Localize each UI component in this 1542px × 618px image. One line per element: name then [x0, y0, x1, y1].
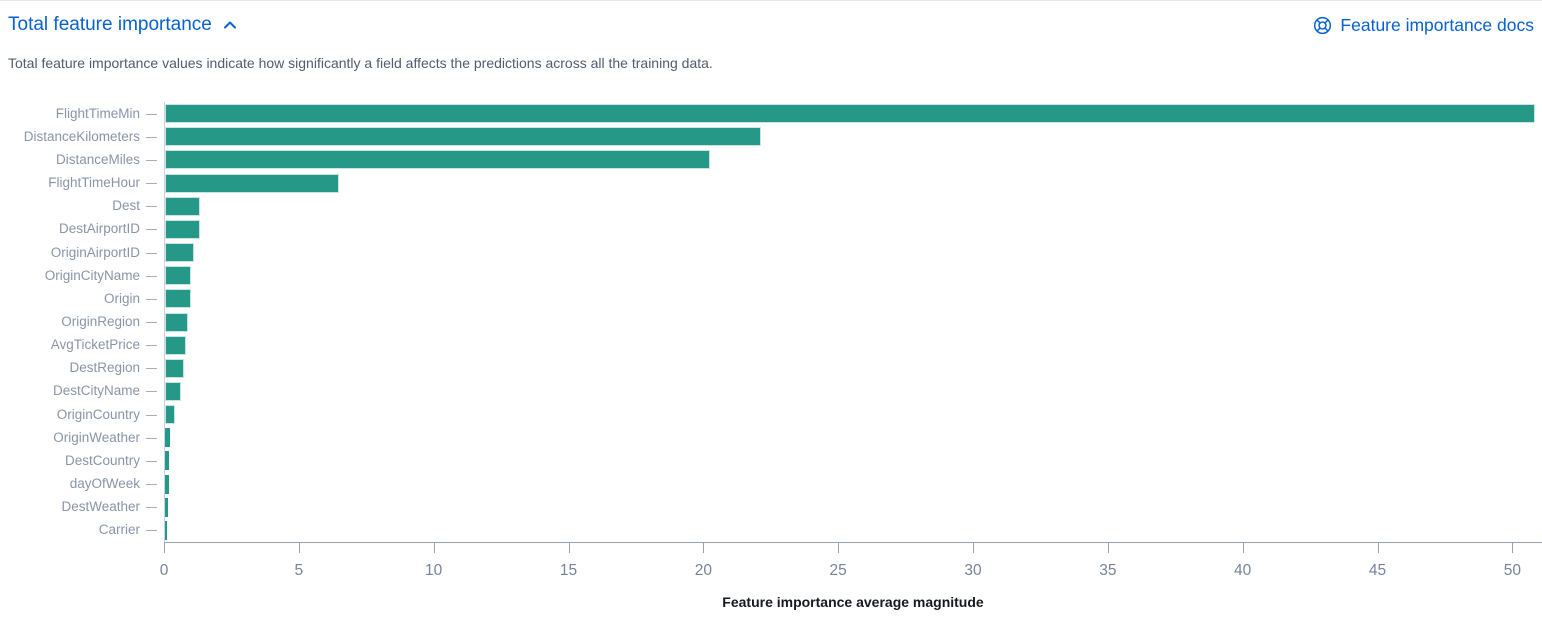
bar-DestAirportID	[165, 219, 200, 239]
y-axis-tick	[146, 437, 157, 439]
x-axis-tick	[568, 543, 570, 553]
bar-DistanceKilometers	[165, 127, 761, 147]
feature-importance-docs-link[interactable]: Feature importance docs	[1313, 15, 1534, 36]
y-axis-tick	[146, 275, 157, 277]
section-title: Total feature importance	[8, 14, 212, 35]
y-axis-tick	[146, 298, 157, 300]
x-axis-tick	[1377, 543, 1379, 553]
bar-Dest	[165, 196, 201, 216]
bar-AvgTicketPrice	[165, 335, 187, 355]
bar-FlightTimeMin	[165, 104, 1535, 124]
x-axis-tick	[298, 543, 300, 553]
x-axis-tick-label-50: 50	[1503, 562, 1521, 579]
bar-DestCountry	[165, 451, 170, 471]
y-axis-tick	[146, 368, 157, 370]
y-axis-label-DestRegion: DestRegion	[69, 360, 140, 376]
y-axis-tick	[146, 391, 157, 393]
y-axis-tick	[146, 414, 157, 416]
x-axis-tick-label-45: 45	[1368, 562, 1387, 579]
x-axis-tick	[703, 543, 705, 553]
y-axis-label-DestAirportID: DestAirportID	[58, 221, 140, 237]
x-axis-tick	[1242, 543, 1244, 553]
y-axis-tick	[146, 530, 157, 532]
y-axis-label-DestWeather: DestWeather	[61, 499, 140, 515]
x-axis-tick-label-10: 10	[425, 562, 443, 579]
y-axis-label-dayOfWeek: dayOfWeek	[69, 476, 140, 492]
y-axis-label-OriginAirportID: OriginAirportID	[50, 244, 140, 260]
bar-OriginWeather	[165, 428, 170, 448]
y-axis-label-Dest: Dest	[112, 198, 140, 214]
description-text: Total feature importance values indicate…	[8, 55, 713, 71]
y-axis-label-DistanceMiles: DistanceMiles	[55, 151, 140, 167]
bar-Carrier	[165, 520, 168, 540]
bar-DestCityName	[165, 381, 181, 401]
bar-DestRegion	[165, 358, 184, 378]
x-axis-tick	[433, 543, 435, 553]
help-ring-icon	[1313, 16, 1332, 35]
bar-OriginCityName	[165, 266, 191, 286]
x-axis-line	[164, 542, 1542, 543]
y-axis-label-OriginRegion: OriginRegion	[61, 314, 140, 329]
docs-link-label: Feature importance docs	[1340, 14, 1534, 35]
bar-OriginCountry	[165, 405, 175, 425]
y-axis-label-Origin: Origin	[103, 290, 140, 306]
y-axis-label-FlightTimeMin: FlightTimeMin	[55, 105, 140, 121]
plot-area	[164, 102, 1542, 542]
bar-dayOfWeek	[165, 474, 170, 494]
accordion-toggle-total-feature-importance[interactable]: Total feature importance	[8, 13, 238, 37]
y-axis-tick	[146, 159, 157, 161]
x-axis-title: Feature importance average magnitude	[722, 594, 984, 610]
x-axis-tick-label-35: 35	[1099, 562, 1117, 579]
x-axis-tick-label-5: 5	[294, 562, 304, 579]
x-axis-tick-label-0: 0	[159, 562, 169, 579]
y-axis-label-FlightTimeHour: FlightTimeHour	[48, 175, 140, 191]
y-axis-tick	[146, 206, 157, 208]
y-axis-label-OriginCityName: OriginCityName	[44, 267, 140, 283]
bar-DestWeather	[165, 497, 168, 517]
y-axis-label-DestCountry: DestCountry	[64, 452, 140, 468]
y-axis-label-OriginWeather: OriginWeather	[53, 429, 140, 445]
x-axis-tick	[1107, 543, 1109, 553]
x-axis-tick	[838, 543, 840, 553]
chevron-up-icon	[222, 17, 238, 33]
y-axis-tick	[146, 252, 157, 254]
y-axis-tick	[146, 460, 157, 462]
bar-Origin	[165, 289, 191, 309]
x-axis-tick-label-25: 25	[829, 562, 847, 579]
y-axis-label-DistanceKilometers: DistanceKilometers	[23, 128, 140, 144]
bar-OriginAirportID	[165, 243, 194, 263]
y-axis-label-Carrier: Carrier	[98, 522, 140, 538]
bar-OriginRegion	[165, 312, 189, 332]
y-axis-label-OriginCountry: OriginCountry	[56, 406, 140, 422]
x-axis-tick-label-20: 20	[694, 562, 712, 579]
y-axis-tick	[146, 345, 157, 347]
y-axis-tick	[146, 229, 157, 231]
x-axis-tick	[164, 543, 165, 553]
feature-importance-chart: 0 5 10 15 20 25 30 35 40 45 50 Feature importance …	[0, 102, 1542, 618]
y-axis-tick	[146, 113, 157, 115]
bar-DistanceMiles	[165, 150, 710, 170]
y-axis-tick	[146, 136, 157, 138]
y-axis-tick	[146, 322, 157, 323]
x-axis-tick-label-30: 30	[964, 562, 982, 579]
x-axis-tick	[1512, 543, 1514, 553]
y-axis-label-AvgTicketPrice: AvgTicketPrice	[50, 337, 140, 353]
y-axis-tick	[146, 507, 157, 509]
bar-FlightTimeHour	[165, 173, 339, 193]
y-axis-tick	[146, 484, 157, 486]
x-axis-tick	[973, 543, 974, 553]
y-axis-tick	[146, 183, 157, 185]
x-axis-tick-label-40: 40	[1234, 562, 1252, 579]
x-axis-tick-label-15: 15	[559, 562, 578, 579]
y-axis-label-DestCityName: DestCityName	[52, 383, 140, 399]
panel-header: Total feature importance Feature importa…	[8, 13, 1534, 37]
